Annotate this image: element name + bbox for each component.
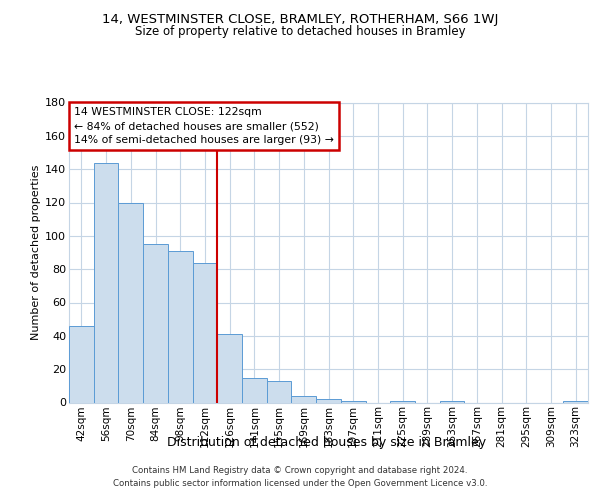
Bar xyxy=(193,262,217,402)
Bar xyxy=(168,251,193,402)
Bar xyxy=(563,401,588,402)
Bar xyxy=(143,244,168,402)
Bar xyxy=(390,401,415,402)
Bar xyxy=(242,378,267,402)
Bar xyxy=(69,326,94,402)
Bar xyxy=(217,334,242,402)
Bar xyxy=(440,401,464,402)
Bar xyxy=(267,381,292,402)
Text: 14 WESTMINSTER CLOSE: 122sqm
← 84% of detached houses are smaller (552)
14% of s: 14 WESTMINSTER CLOSE: 122sqm ← 84% of de… xyxy=(74,107,334,145)
Text: Distribution of detached houses by size in Bramley: Distribution of detached houses by size … xyxy=(167,436,487,449)
Bar xyxy=(316,399,341,402)
Bar xyxy=(118,202,143,402)
Bar xyxy=(292,396,316,402)
Bar xyxy=(94,162,118,402)
Bar xyxy=(341,401,365,402)
Text: Size of property relative to detached houses in Bramley: Size of property relative to detached ho… xyxy=(134,25,466,38)
Y-axis label: Number of detached properties: Number of detached properties xyxy=(31,165,41,340)
Text: 14, WESTMINSTER CLOSE, BRAMLEY, ROTHERHAM, S66 1WJ: 14, WESTMINSTER CLOSE, BRAMLEY, ROTHERHA… xyxy=(102,12,498,26)
Text: Contains HM Land Registry data © Crown copyright and database right 2024.
Contai: Contains HM Land Registry data © Crown c… xyxy=(113,466,487,487)
